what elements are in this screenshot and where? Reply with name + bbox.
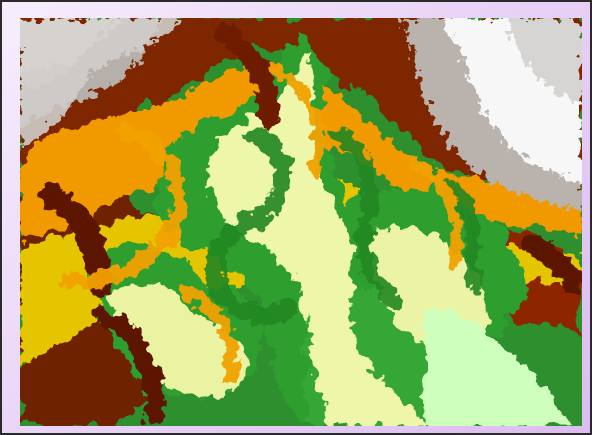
valley-fringe	[204, 127, 485, 324]
elevation-map	[20, 18, 582, 426]
ridge-accents	[40, 22, 582, 423]
valley-rims	[59, 66, 463, 384]
high-mountains	[20, 18, 582, 214]
terrain-svg	[20, 18, 582, 426]
